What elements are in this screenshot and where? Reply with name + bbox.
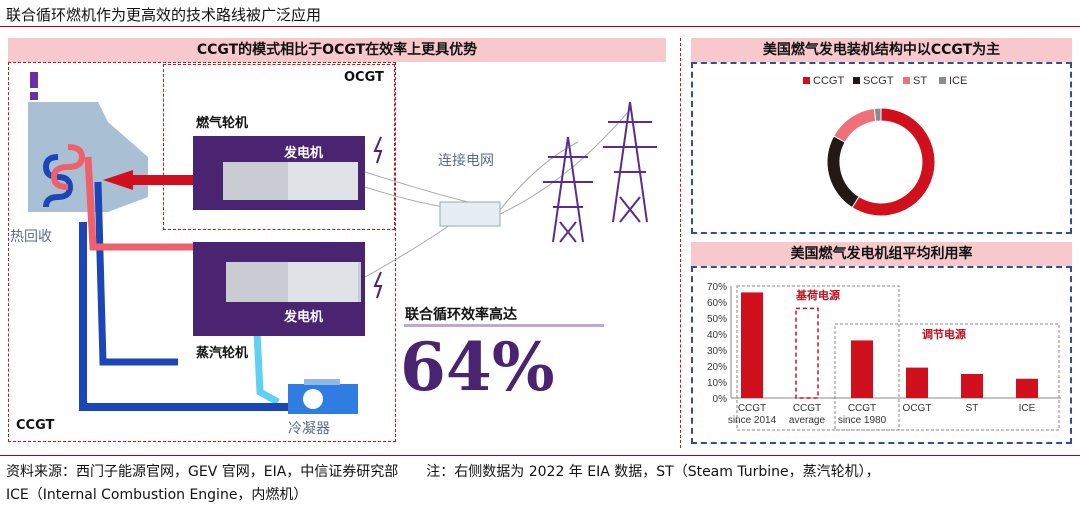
x-tick-label: CCGT xyxy=(738,403,766,414)
condenser-label: 冷凝器 xyxy=(288,421,330,437)
tower-icon-right xyxy=(603,101,657,223)
x-tick-label: CCGT xyxy=(848,403,876,414)
y-tick-label: 70% xyxy=(707,282,727,293)
x-tick-label: CCGT xyxy=(793,403,821,414)
bar-marks xyxy=(741,292,1038,399)
donut-slice-ice xyxy=(873,107,882,122)
page-title: 联合循环燃机作为更高效的技术路线被广泛应用 xyxy=(6,6,322,24)
donut-chart: CCGT SCGT ST ICE xyxy=(803,75,967,217)
bar-5 xyxy=(1016,378,1038,398)
y-tick-label: 60% xyxy=(707,298,727,309)
left-panel-header: CCGT的模式相比于OCGT在效率上更具优势 xyxy=(8,38,666,62)
bar-panel-header: 美国燃气发电机组平均利用率 xyxy=(691,242,1072,266)
stack-top-icon xyxy=(30,92,38,100)
x-tick-label: since 2014 xyxy=(728,415,777,426)
legend-swatch-scgt xyxy=(853,77,860,84)
donut-slice-st xyxy=(832,107,877,143)
steam-turbine-label: 蒸汽轮机 xyxy=(196,346,249,361)
donut-panel-header: 美国燃气发电装机结构中以CCGT为主 xyxy=(691,38,1072,62)
legend-label-st: ST xyxy=(913,75,927,87)
generator-bottom-label: 发电机 xyxy=(284,310,324,325)
donut-arcs xyxy=(826,107,936,217)
lightning-icon-top xyxy=(373,136,383,164)
heat-recovery-label: 热回收 xyxy=(10,229,52,245)
y-tick-label: 0% xyxy=(713,394,728,405)
substation-icon xyxy=(439,201,501,227)
gas-turbine-label: 燃气轮机 xyxy=(196,116,249,131)
legend-label-ccgt: CCGT xyxy=(813,75,844,87)
y-tick-label: 40% xyxy=(707,330,727,341)
y-tick-label: 10% xyxy=(707,378,727,389)
ccgt-box xyxy=(8,62,396,442)
bar-axes xyxy=(730,285,1061,431)
y-tick-label: 50% xyxy=(707,314,727,325)
efficiency-value: 64% xyxy=(400,328,555,406)
footer-line-1: 资料来源：西门子能源官网，GEV 官网，EIA，中信证券研究部 注：右侧数据为 … xyxy=(6,464,880,480)
donut-slice-scgt xyxy=(826,135,860,209)
bar-panel-frame xyxy=(691,266,1072,444)
footer-rule xyxy=(0,455,1080,456)
efficiency-caption: 联合循环效率高达 xyxy=(405,307,517,323)
grid-label: 连接电网 xyxy=(438,153,494,169)
bar-1 xyxy=(795,307,819,399)
footer-line-2: ICE（Internal Combustion Engine，内燃机） xyxy=(6,487,308,503)
cycle-illustration xyxy=(28,72,657,414)
donut-panel-frame xyxy=(691,62,1072,234)
ocgt-label: OCGT xyxy=(344,70,384,85)
ccgt-label: CCGT xyxy=(16,418,55,433)
bar-0 xyxy=(741,292,763,398)
ocgt-box xyxy=(163,64,395,230)
tower-icon-left xyxy=(543,136,593,243)
legend-swatch-ccgt xyxy=(803,77,810,84)
legend-swatch-ice xyxy=(939,77,946,84)
lightning-icon-bottom xyxy=(373,271,383,299)
panel-divider xyxy=(680,38,681,448)
title-strip xyxy=(0,0,1080,27)
stack-icon xyxy=(30,72,38,88)
x-tick-label: OCGT xyxy=(903,403,932,414)
y-tick-label: 20% xyxy=(707,362,727,373)
donut-legend: CCGT SCGT ST ICE xyxy=(803,75,967,87)
legend-swatch-st xyxy=(903,77,910,84)
generator-top-label: 发电机 xyxy=(284,146,324,161)
peaking-label: 调节电源 xyxy=(922,328,966,341)
x-tick-label: ICE xyxy=(1019,403,1036,414)
bar-3 xyxy=(906,367,928,398)
legend-label-scgt: SCGT xyxy=(863,75,894,87)
x-tick-label: ST xyxy=(966,403,979,414)
y-tick-label: 30% xyxy=(707,346,727,357)
x-tick-label: average xyxy=(789,415,826,426)
bar-2 xyxy=(851,340,873,398)
baseload-label: 基荷电源 xyxy=(796,289,840,302)
bar-4 xyxy=(961,374,983,398)
x-tick-label: since 1980 xyxy=(838,415,887,426)
peaking-group-box xyxy=(834,323,1060,431)
baseload-group-box xyxy=(736,285,900,431)
legend-label-ice: ICE xyxy=(949,75,967,87)
